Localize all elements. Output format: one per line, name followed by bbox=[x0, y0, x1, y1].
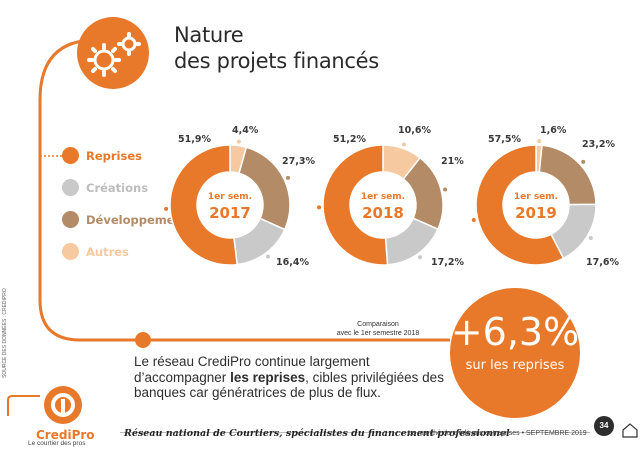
chart-2017-sem-label: 1er sem. bbox=[207, 192, 253, 202]
credipro-logo-icon bbox=[44, 386, 82, 424]
source-note: SOURCE DES DONNÉES : CREDIPRO bbox=[2, 288, 8, 378]
comparison-line-1: Comparaison bbox=[357, 321, 399, 328]
chart-2018-label-creations: 17,2% bbox=[431, 257, 464, 268]
leader-dot-2019-reprises bbox=[471, 218, 476, 223]
leader-dot-2018-autres bbox=[401, 142, 406, 147]
chart-2017-label-reprises: 51,9% bbox=[178, 134, 211, 145]
leader-dot-2018-reprises bbox=[317, 205, 322, 210]
legend-swatch-creations bbox=[62, 179, 79, 196]
chart-2019-year-label: 2019 bbox=[515, 204, 557, 222]
chart-2019-label-reprises: 57,5% bbox=[488, 134, 521, 145]
home-icon bbox=[622, 423, 638, 438]
leader-dot-2017-développement bbox=[285, 175, 290, 180]
chart-2018-year-label: 2018 bbox=[362, 204, 404, 222]
chart-2017-label-autres: 4,4% bbox=[232, 125, 259, 136]
highlight-sub: sur les reprises bbox=[465, 358, 565, 373]
leader-dot-2019-créations bbox=[588, 236, 593, 241]
body-text-bold: les reprises bbox=[230, 369, 306, 385]
title-line-1: Nature bbox=[174, 23, 244, 47]
logo-connector bbox=[7, 395, 40, 416]
leader-dot-2017-autres bbox=[236, 139, 241, 144]
comparison-note: Comparaison avec le 1er semestre 2018 bbox=[318, 320, 438, 338]
donut-slice-2019-reprises bbox=[475, 144, 565, 266]
footer-publication: Le marché du crédit aux entreprises • SE… bbox=[408, 430, 587, 437]
chart-2017-label-creations: 16,4% bbox=[276, 257, 309, 268]
timeline-node bbox=[135, 332, 151, 348]
title-line-2: des projets financés bbox=[174, 49, 379, 73]
brand-name: CrediPro bbox=[36, 428, 95, 442]
leader-dot-2017-créations bbox=[265, 254, 270, 259]
leader-dot-2019-autres bbox=[537, 139, 542, 144]
timeline-line bbox=[38, 38, 450, 342]
body-text-1: Le réseau CrediPro continue largement d’… bbox=[134, 354, 370, 385]
chart-2018-label-developpement: 21% bbox=[441, 156, 464, 167]
footer-divider bbox=[120, 432, 590, 433]
highlight-value: +6,3% bbox=[450, 310, 580, 354]
donut-slice-2018-reprises bbox=[322, 144, 389, 266]
chart-2017-year-label: 2017 bbox=[209, 204, 251, 222]
chart-2018-label-autres: 10,6% bbox=[398, 125, 431, 136]
page-title: Nature des projets financés bbox=[174, 22, 379, 74]
chart-2018-sem-label: 1er sem. bbox=[360, 192, 406, 202]
legend-swatch-developpement bbox=[62, 211, 79, 228]
chart-2019-label-autres: 1,6% bbox=[540, 125, 567, 136]
highlight-badge: +6,3% sur les reprises bbox=[450, 288, 580, 418]
chart-2019-label-developpement: 23,2% bbox=[582, 139, 615, 150]
chart-2018-label-reprises: 51,2% bbox=[333, 134, 366, 145]
leader-dot-2017-reprises bbox=[164, 206, 169, 211]
chart-2019-label-creations: 17,6% bbox=[586, 257, 619, 268]
body-paragraph: Le réseau CrediPro continue largement d’… bbox=[134, 354, 454, 401]
body-text-2: , cibles privilégiées des banques car gé… bbox=[134, 369, 444, 401]
legend-label-creations: Créations bbox=[86, 181, 149, 195]
leader-dot-2018-développement bbox=[443, 187, 448, 192]
page-number: 34 bbox=[594, 416, 614, 436]
chart-2019-sem-label: 1er sem. bbox=[513, 192, 559, 202]
brand-tagline: Le courtier des pros bbox=[28, 440, 86, 447]
leader-dot-2019-développement bbox=[581, 159, 586, 164]
leader-dot-2018-créations bbox=[417, 255, 422, 260]
chart-2017-label-developpement: 27,3% bbox=[282, 156, 315, 167]
legend-swatch-reprises bbox=[62, 147, 79, 164]
legend-label-reprises: Reprises bbox=[86, 149, 142, 163]
legend-label-developpement: Développement bbox=[86, 213, 189, 227]
legend-label-autres: Autres bbox=[86, 245, 129, 259]
comparison-line-2: avec le 1er semestre 2018 bbox=[336, 330, 420, 337]
legend-swatch-autres bbox=[62, 243, 79, 260]
gears-icon bbox=[77, 17, 149, 89]
donut-slice-2017-reprises bbox=[169, 144, 238, 266]
footer-network: Réseau national de Courtiers, spécialist… bbox=[124, 428, 510, 439]
